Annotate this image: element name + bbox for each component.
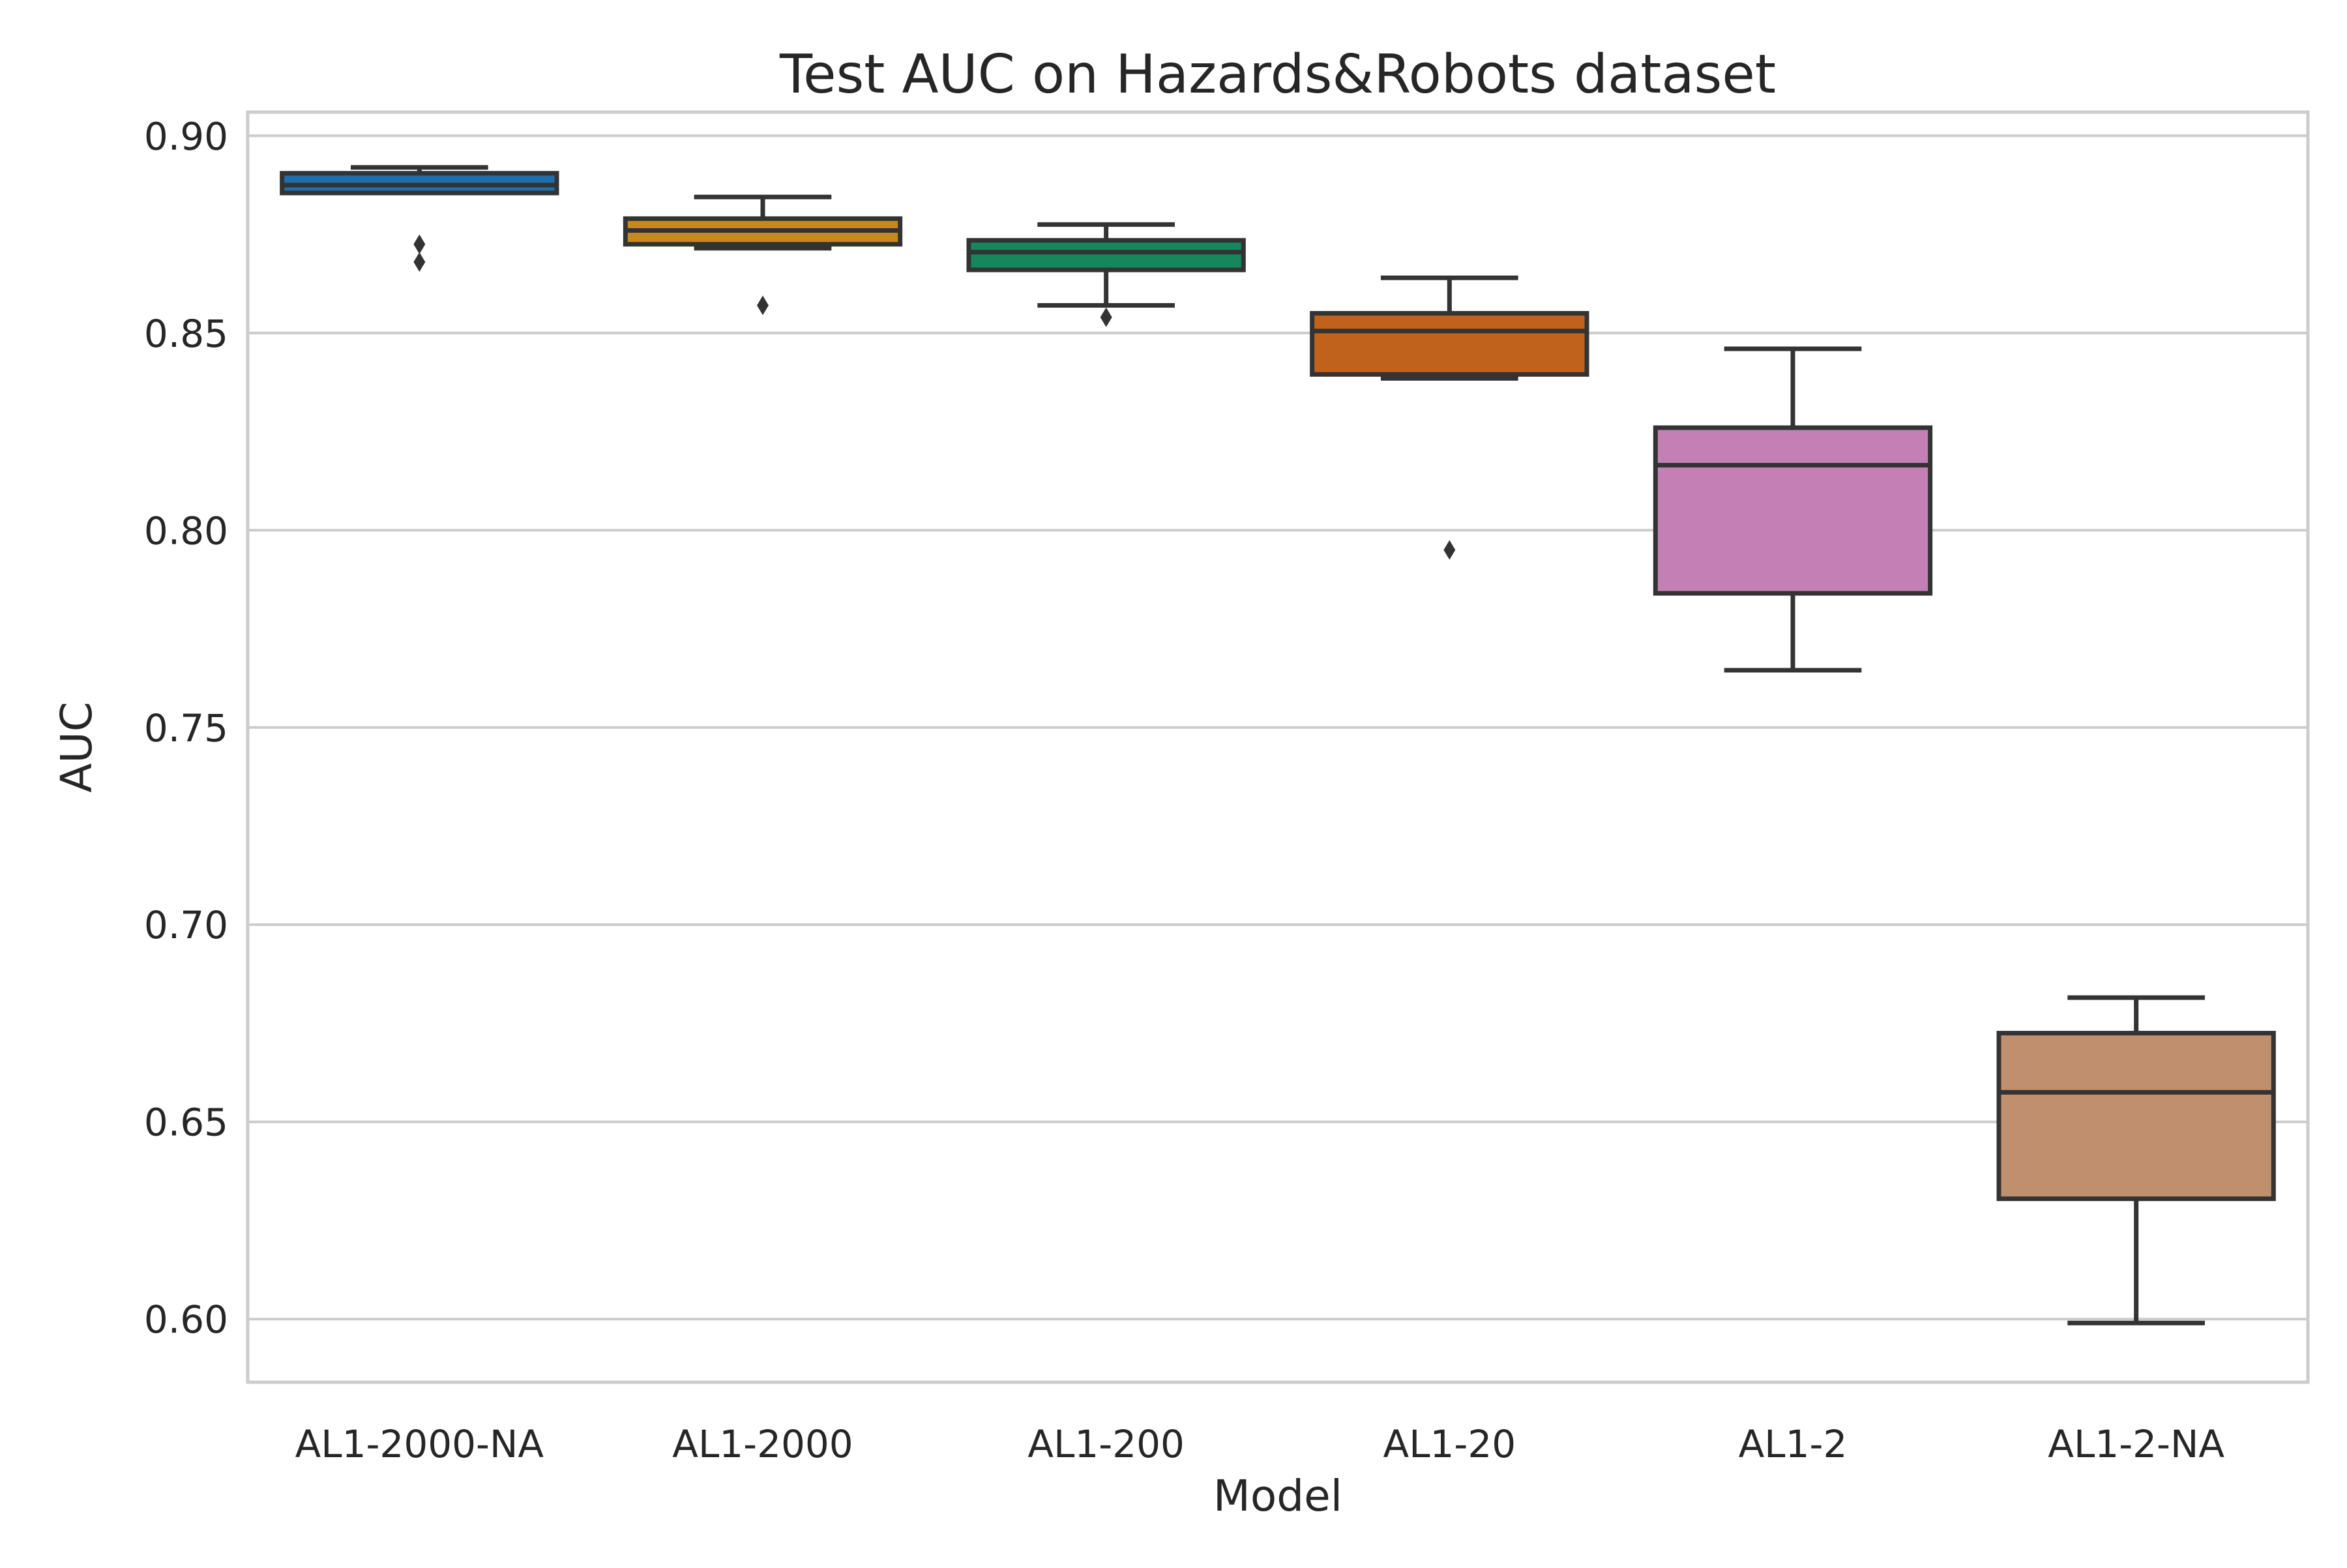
outlier-point: [1100, 307, 1112, 327]
x-tick-labels: AL1-2000-NA AL1-2000 AL1-200 AL1-20 AL1-2 AL1…: [295, 1422, 2225, 1466]
iqr-box: [1310, 311, 1589, 377]
x-tick-label: AL1-200: [1027, 1422, 1185, 1466]
y-tick-label: 0.80: [144, 509, 228, 553]
iqr-box: [1653, 425, 1933, 596]
x-tick-label: AL1-20: [1383, 1422, 1516, 1466]
box-AL1-2-NA: [1996, 995, 2276, 1325]
x-tick-label: AL1-2000: [672, 1422, 853, 1466]
y-tick-label: 0.65: [144, 1101, 228, 1145]
y-tick-label: 0.60: [144, 1297, 228, 1342]
plot-area-frame: [246, 110, 2310, 1384]
box-AL1-2000: [623, 194, 903, 316]
outlier-point: [413, 252, 426, 272]
box-AL1-2: [1653, 346, 1933, 673]
outlier-point: [413, 234, 426, 254]
y-tick-label: 0.70: [144, 903, 228, 947]
box-AL1-2000-NA: [280, 165, 559, 272]
chart-title: Test AUC on Hazards&Robots dataset: [779, 44, 1776, 106]
x-tick-label: AL1-2-NA: [2048, 1422, 2224, 1466]
outlier-point: [757, 295, 769, 316]
y-tick-label: 0.85: [144, 312, 228, 356]
iqr-box: [1996, 1031, 2276, 1202]
iqr-box: [966, 238, 1246, 273]
box-AL1-200: [966, 222, 1246, 327]
x-tick-label: AL1-2000-NA: [295, 1422, 544, 1466]
y-tick-label: 0.90: [144, 114, 228, 158]
box-AL1-20: [1310, 275, 1589, 560]
grid-lines: [248, 134, 2308, 1321]
y-tick-label: 0.75: [144, 706, 228, 750]
boxes: [280, 165, 2276, 1325]
x-tick-label: AL1-2: [1739, 1422, 1848, 1466]
y-axis-label: AUC: [52, 702, 102, 793]
outlier-point: [1443, 540, 1456, 560]
x-axis-label: Model: [1213, 1471, 1342, 1521]
y-tick-labels: 0.60 0.65 0.70 0.75 0.80 0.85 0.90: [144, 114, 228, 1342]
